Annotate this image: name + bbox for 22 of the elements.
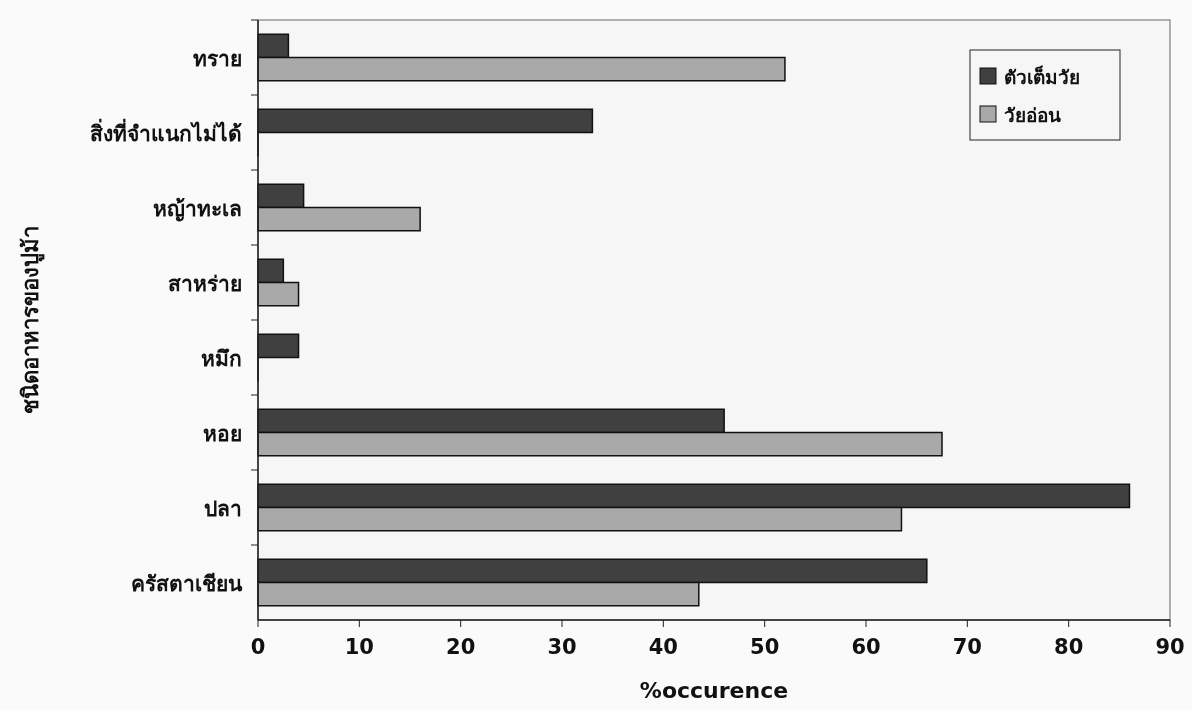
x-tick-label: 10 xyxy=(344,635,374,659)
legend-label: วัยอ่อน xyxy=(1004,104,1061,126)
y-tick-label: หอย xyxy=(203,421,242,446)
y-tick-label: ปลา xyxy=(204,496,242,521)
x-tick-label: 0 xyxy=(250,635,266,659)
y-tick-label: ทราย xyxy=(193,46,242,71)
x-tick-label: 90 xyxy=(1155,635,1185,659)
x-tick-label: 30 xyxy=(547,635,577,659)
y-tick-label: สิ่งที่จำแนกไม่ได้ xyxy=(90,117,242,146)
y-tick-label: สาหร่าย xyxy=(168,271,242,296)
y-tick-label: หญ้าทะเล xyxy=(153,196,242,222)
x-tick-label: 20 xyxy=(446,635,476,659)
x-tick-label: 70 xyxy=(952,635,982,659)
y-tick-label: หมึก xyxy=(201,346,242,371)
legend-label: ตัวเต็มวัย xyxy=(1004,65,1080,88)
y-axis-title: ชนิดอาหารของปูม้า xyxy=(18,226,45,414)
x-axis-title: %occurence xyxy=(639,678,789,703)
x-tick-label: 40 xyxy=(648,635,678,659)
x-tick-label: 50 xyxy=(750,635,780,659)
y-tick-label: ครัสตาเชียน xyxy=(131,571,243,596)
x-tick-label: 80 xyxy=(1054,635,1084,659)
x-tick-label: 60 xyxy=(851,635,881,659)
